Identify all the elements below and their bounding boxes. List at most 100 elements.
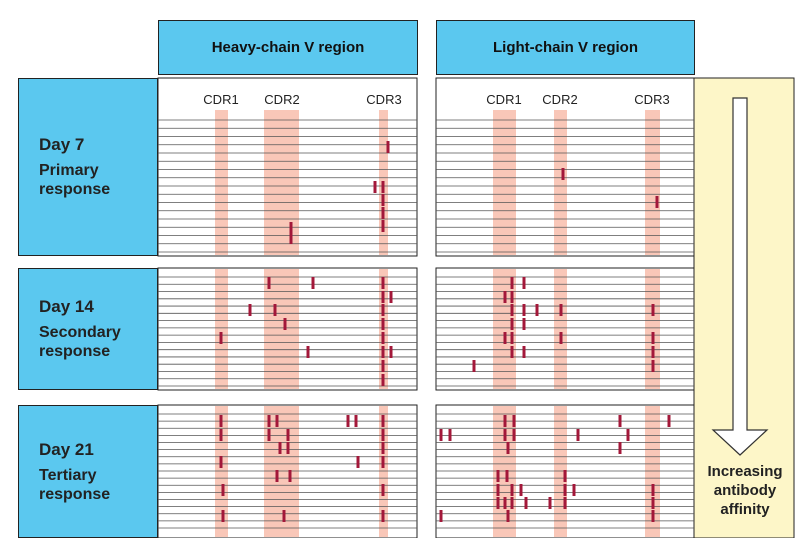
mutation	[354, 415, 358, 427]
arrow-label: Increasing antibody affinity	[707, 463, 783, 518]
mutation	[535, 304, 539, 316]
mutation	[386, 141, 390, 153]
mutation	[561, 168, 565, 180]
row-label: Day 7 Primary response	[18, 78, 158, 256]
mutation	[503, 332, 507, 344]
mutation	[381, 415, 385, 427]
mutation	[503, 415, 507, 427]
mutation	[219, 332, 223, 344]
mutation	[219, 415, 223, 427]
response: Tertiary response	[39, 466, 111, 503]
mutation	[522, 318, 526, 330]
cdr-label: CDR3	[634, 92, 670, 107]
row-label: Day 21 Tertiary response	[18, 405, 158, 538]
mutation	[496, 470, 500, 482]
cdr-band	[554, 269, 567, 389]
mutation	[510, 346, 514, 358]
mutation	[512, 429, 516, 441]
mutation	[373, 181, 377, 193]
mutation	[381, 277, 385, 289]
cdr-band	[215, 269, 228, 389]
mutation	[267, 277, 271, 289]
mutation	[289, 232, 293, 244]
cdr-band	[645, 110, 660, 255]
mutation	[505, 470, 509, 482]
mutation	[510, 332, 514, 344]
mutation	[503, 497, 507, 509]
mutation	[346, 415, 350, 427]
mutation	[559, 332, 563, 344]
mutation	[282, 510, 286, 522]
mutation	[510, 291, 514, 303]
mutation	[519, 484, 523, 496]
mutation	[381, 510, 385, 522]
mutation	[563, 497, 567, 509]
mutation	[389, 291, 393, 303]
cdr-band	[554, 110, 567, 255]
mutation	[496, 497, 500, 509]
heavy-header: Heavy-chain V region	[158, 20, 418, 75]
mutation	[572, 484, 576, 496]
cdr-label: CDR1	[203, 92, 239, 107]
mutation	[522, 304, 526, 316]
mutation	[267, 429, 271, 441]
cdr-band	[215, 110, 228, 255]
mutation	[221, 510, 225, 522]
row-label: Day 14 Secondary response	[18, 268, 158, 390]
mutation	[576, 429, 580, 441]
mutation	[286, 442, 290, 454]
mutation	[275, 415, 279, 427]
mutation	[306, 346, 310, 358]
mutation	[381, 291, 385, 303]
mutation	[381, 304, 385, 316]
mutation	[510, 318, 514, 330]
cdr-label: CDR2	[542, 92, 578, 107]
cdr-band	[645, 406, 660, 537]
mutation	[219, 456, 223, 468]
mutation	[381, 346, 385, 358]
mutation	[448, 429, 452, 441]
mutation	[381, 374, 385, 386]
mutation	[381, 318, 385, 330]
mutation	[510, 277, 514, 289]
mutation	[563, 484, 567, 496]
mutation	[651, 360, 655, 372]
mutation	[522, 277, 526, 289]
day: Day 7	[39, 135, 85, 154]
cdr-band	[264, 110, 299, 255]
mutation	[283, 318, 287, 330]
mutation	[618, 415, 622, 427]
mutation	[221, 484, 225, 496]
mutation	[559, 304, 563, 316]
mutation	[381, 207, 385, 219]
mutation	[651, 484, 655, 496]
cdr-band	[215, 406, 228, 537]
cdr-band	[493, 110, 516, 255]
day: Day 21	[39, 439, 94, 459]
mutation	[381, 456, 385, 468]
light-header: Light-chain V region	[436, 20, 695, 75]
mutation	[506, 510, 510, 522]
mutation	[439, 429, 443, 441]
mutation	[496, 484, 500, 496]
mutation	[651, 497, 655, 509]
mutation	[219, 429, 223, 441]
mutation	[524, 497, 528, 509]
mutation	[389, 346, 393, 358]
mutation	[381, 429, 385, 441]
mutation	[381, 484, 385, 496]
mutation	[618, 442, 622, 454]
mutation	[381, 220, 385, 232]
mutation	[381, 194, 385, 206]
mutation	[651, 332, 655, 344]
mutation	[356, 456, 360, 468]
mutation	[311, 277, 315, 289]
cdr-label: CDR3	[366, 92, 402, 107]
response: Primary response	[39, 162, 111, 198]
mutation	[510, 497, 514, 509]
mutation	[381, 181, 385, 193]
mutation	[273, 304, 277, 316]
mutation	[286, 429, 290, 441]
mutation	[503, 429, 507, 441]
